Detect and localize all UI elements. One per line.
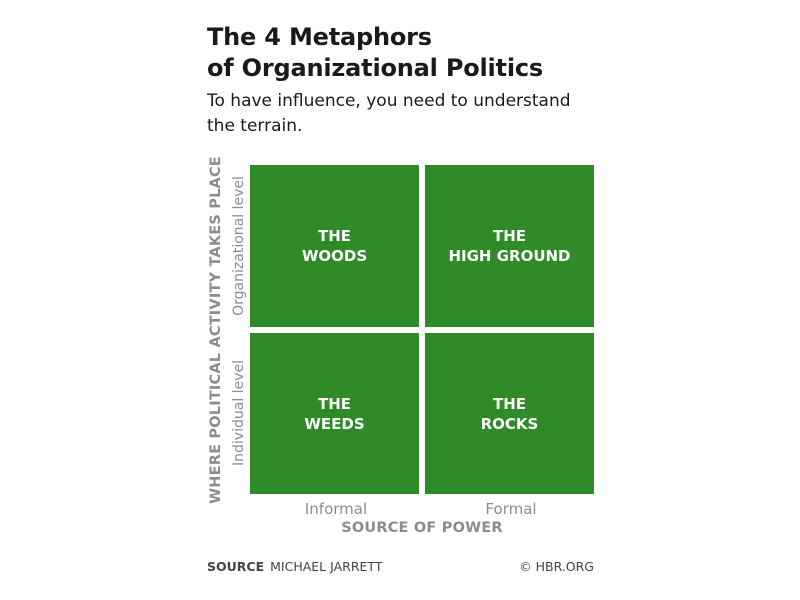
quadrant-label-line-1: THE	[492, 227, 527, 245]
quadrant-the-weeds: THE WEEDS	[250, 333, 419, 494]
x-level-formal: Formal	[485, 500, 537, 518]
source-label: SOURCE	[207, 559, 265, 574]
y-level-organizational: Organizational level	[231, 176, 247, 316]
quadrant-label-line-2: WEEDS	[304, 414, 365, 433]
x-level-informal: Informal	[304, 500, 368, 518]
subtitle-line-1: To have influence, you need to understan…	[207, 91, 571, 111]
diagram-title: The 4 Metaphors of Organizational Politi…	[207, 22, 627, 84]
x-axis-title: SOURCE OF POWER	[341, 520, 503, 536]
quadrant-label-line-1: THE	[492, 394, 527, 413]
subtitle-line-2: the terrain.	[207, 116, 303, 136]
quadrant-label-line-2: HIGH GROUND	[448, 247, 571, 265]
y-level-individual: Individual level	[231, 360, 247, 466]
title-line-1: The 4 Metaphors	[207, 23, 432, 51]
source-value: MICHAEL JARRETT	[270, 559, 383, 574]
quadrant-label-line-1: THE	[317, 394, 352, 413]
copyright-notice: © HBR.ORG	[519, 559, 594, 574]
source-credit: SOURCE MICHAEL JARRETT	[207, 559, 382, 574]
quadrant-the-woods: THE WOODS	[250, 165, 419, 327]
y-axis-title: WHERE POLITICAL ACTIVITY TAKES PLACE	[208, 156, 224, 504]
quadrant-the-high-ground: THE HIGH GROUND	[425, 165, 594, 327]
quadrant-label-line-1: THE	[317, 227, 352, 245]
diagram-subtitle: To have influence, you need to understan…	[207, 89, 607, 139]
quadrant-the-rocks: THE ROCKS	[425, 333, 594, 494]
quadrant-label-line-2: ROCKS	[480, 414, 539, 433]
quadrant-label-line-2: WOODS	[301, 247, 368, 265]
title-line-2: of Organizational Politics	[207, 54, 543, 82]
